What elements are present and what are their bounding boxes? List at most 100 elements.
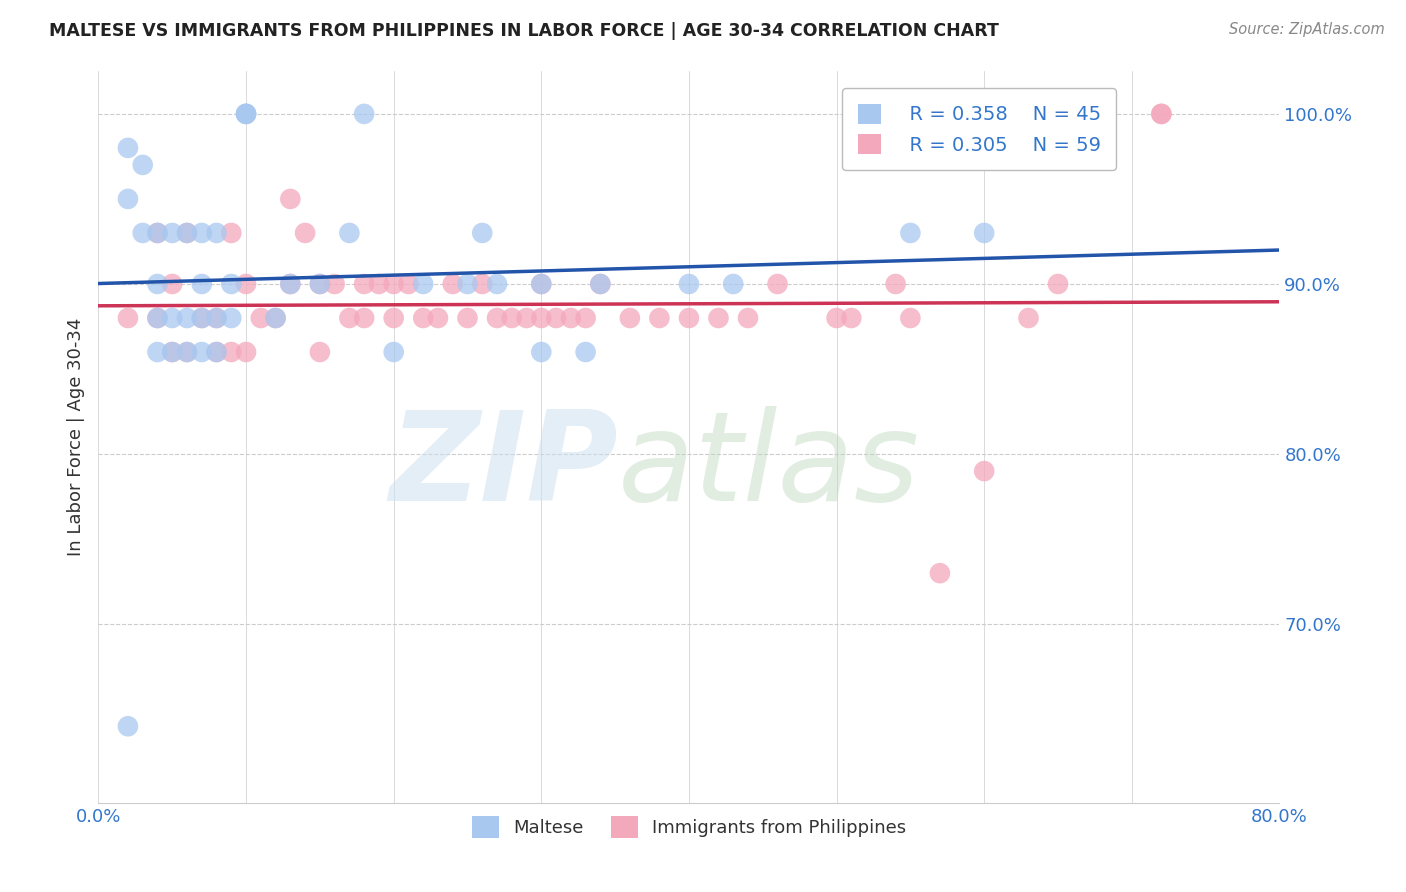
Point bbox=[235, 345, 257, 359]
Point bbox=[546, 311, 568, 326]
Point bbox=[117, 719, 139, 733]
Text: atlas: atlas bbox=[619, 406, 920, 527]
Point bbox=[412, 277, 434, 291]
Point bbox=[382, 311, 405, 326]
Point bbox=[368, 277, 391, 291]
Point bbox=[162, 345, 183, 359]
Point bbox=[973, 226, 995, 240]
Point bbox=[707, 311, 730, 326]
Point bbox=[530, 311, 553, 326]
Point bbox=[146, 226, 169, 240]
Point bbox=[191, 311, 214, 326]
Point bbox=[457, 311, 479, 326]
Text: ZIP: ZIP bbox=[389, 406, 619, 527]
Point bbox=[146, 277, 169, 291]
Point bbox=[221, 226, 243, 240]
Point bbox=[900, 226, 922, 240]
Point bbox=[235, 277, 257, 291]
Point bbox=[382, 345, 405, 359]
Point bbox=[146, 311, 169, 326]
Point bbox=[162, 311, 183, 326]
Point bbox=[176, 345, 198, 359]
Point bbox=[280, 277, 302, 291]
Point bbox=[280, 277, 302, 291]
Point bbox=[723, 277, 745, 291]
Point bbox=[235, 107, 257, 121]
Point bbox=[648, 311, 671, 326]
Point bbox=[191, 277, 214, 291]
Point bbox=[191, 226, 214, 240]
Point bbox=[441, 277, 464, 291]
Point bbox=[619, 311, 641, 326]
Point bbox=[176, 226, 198, 240]
Y-axis label: In Labor Force | Age 30-34: In Labor Force | Age 30-34 bbox=[66, 318, 84, 557]
Point bbox=[825, 311, 848, 326]
Point bbox=[737, 311, 759, 326]
Point bbox=[530, 345, 553, 359]
Point bbox=[457, 277, 479, 291]
Point bbox=[471, 226, 494, 240]
Text: MALTESE VS IMMIGRANTS FROM PHILIPPINES IN LABOR FORCE | AGE 30-34 CORRELATION CH: MALTESE VS IMMIGRANTS FROM PHILIPPINES I… bbox=[49, 22, 1000, 40]
Point bbox=[117, 141, 139, 155]
Point bbox=[294, 226, 316, 240]
Point bbox=[264, 311, 287, 326]
Point bbox=[221, 345, 243, 359]
Point bbox=[264, 311, 287, 326]
Point bbox=[309, 277, 332, 291]
Point bbox=[250, 311, 273, 326]
Point bbox=[117, 311, 139, 326]
Point bbox=[501, 311, 523, 326]
Point bbox=[486, 311, 509, 326]
Point bbox=[427, 311, 450, 326]
Point bbox=[205, 311, 228, 326]
Text: Source: ZipAtlas.com: Source: ZipAtlas.com bbox=[1229, 22, 1385, 37]
Point bbox=[235, 107, 257, 121]
Point bbox=[530, 277, 553, 291]
Point bbox=[678, 311, 700, 326]
Point bbox=[162, 345, 183, 359]
Point bbox=[382, 277, 405, 291]
Point bbox=[353, 107, 375, 121]
Point bbox=[575, 311, 598, 326]
Point bbox=[530, 277, 553, 291]
Point bbox=[1150, 107, 1173, 121]
Point bbox=[766, 277, 789, 291]
Point bbox=[191, 311, 214, 326]
Point bbox=[589, 277, 612, 291]
Point bbox=[412, 311, 434, 326]
Point bbox=[353, 277, 375, 291]
Point bbox=[900, 311, 922, 326]
Point bbox=[973, 464, 995, 478]
Point bbox=[1018, 311, 1040, 326]
Point bbox=[176, 345, 198, 359]
Point bbox=[132, 226, 155, 240]
Point bbox=[162, 277, 183, 291]
Point bbox=[221, 277, 243, 291]
Point bbox=[398, 277, 420, 291]
Point bbox=[929, 566, 952, 581]
Point bbox=[205, 345, 228, 359]
Point bbox=[235, 107, 257, 121]
Point bbox=[117, 192, 139, 206]
Point bbox=[132, 158, 155, 172]
Point bbox=[146, 311, 169, 326]
Point bbox=[191, 345, 214, 359]
Point bbox=[560, 311, 582, 326]
Point bbox=[309, 345, 332, 359]
Point bbox=[162, 226, 183, 240]
Point bbox=[205, 311, 228, 326]
Point bbox=[353, 311, 375, 326]
Point bbox=[221, 311, 243, 326]
Point bbox=[176, 226, 198, 240]
Point bbox=[575, 345, 598, 359]
Point bbox=[516, 311, 538, 326]
Point bbox=[884, 277, 907, 291]
Point bbox=[176, 311, 198, 326]
Point bbox=[205, 226, 228, 240]
Point bbox=[471, 277, 494, 291]
Legend: Maltese, Immigrants from Philippines: Maltese, Immigrants from Philippines bbox=[464, 808, 914, 845]
Point bbox=[323, 277, 346, 291]
Point bbox=[1150, 107, 1173, 121]
Point bbox=[146, 226, 169, 240]
Point bbox=[309, 277, 332, 291]
